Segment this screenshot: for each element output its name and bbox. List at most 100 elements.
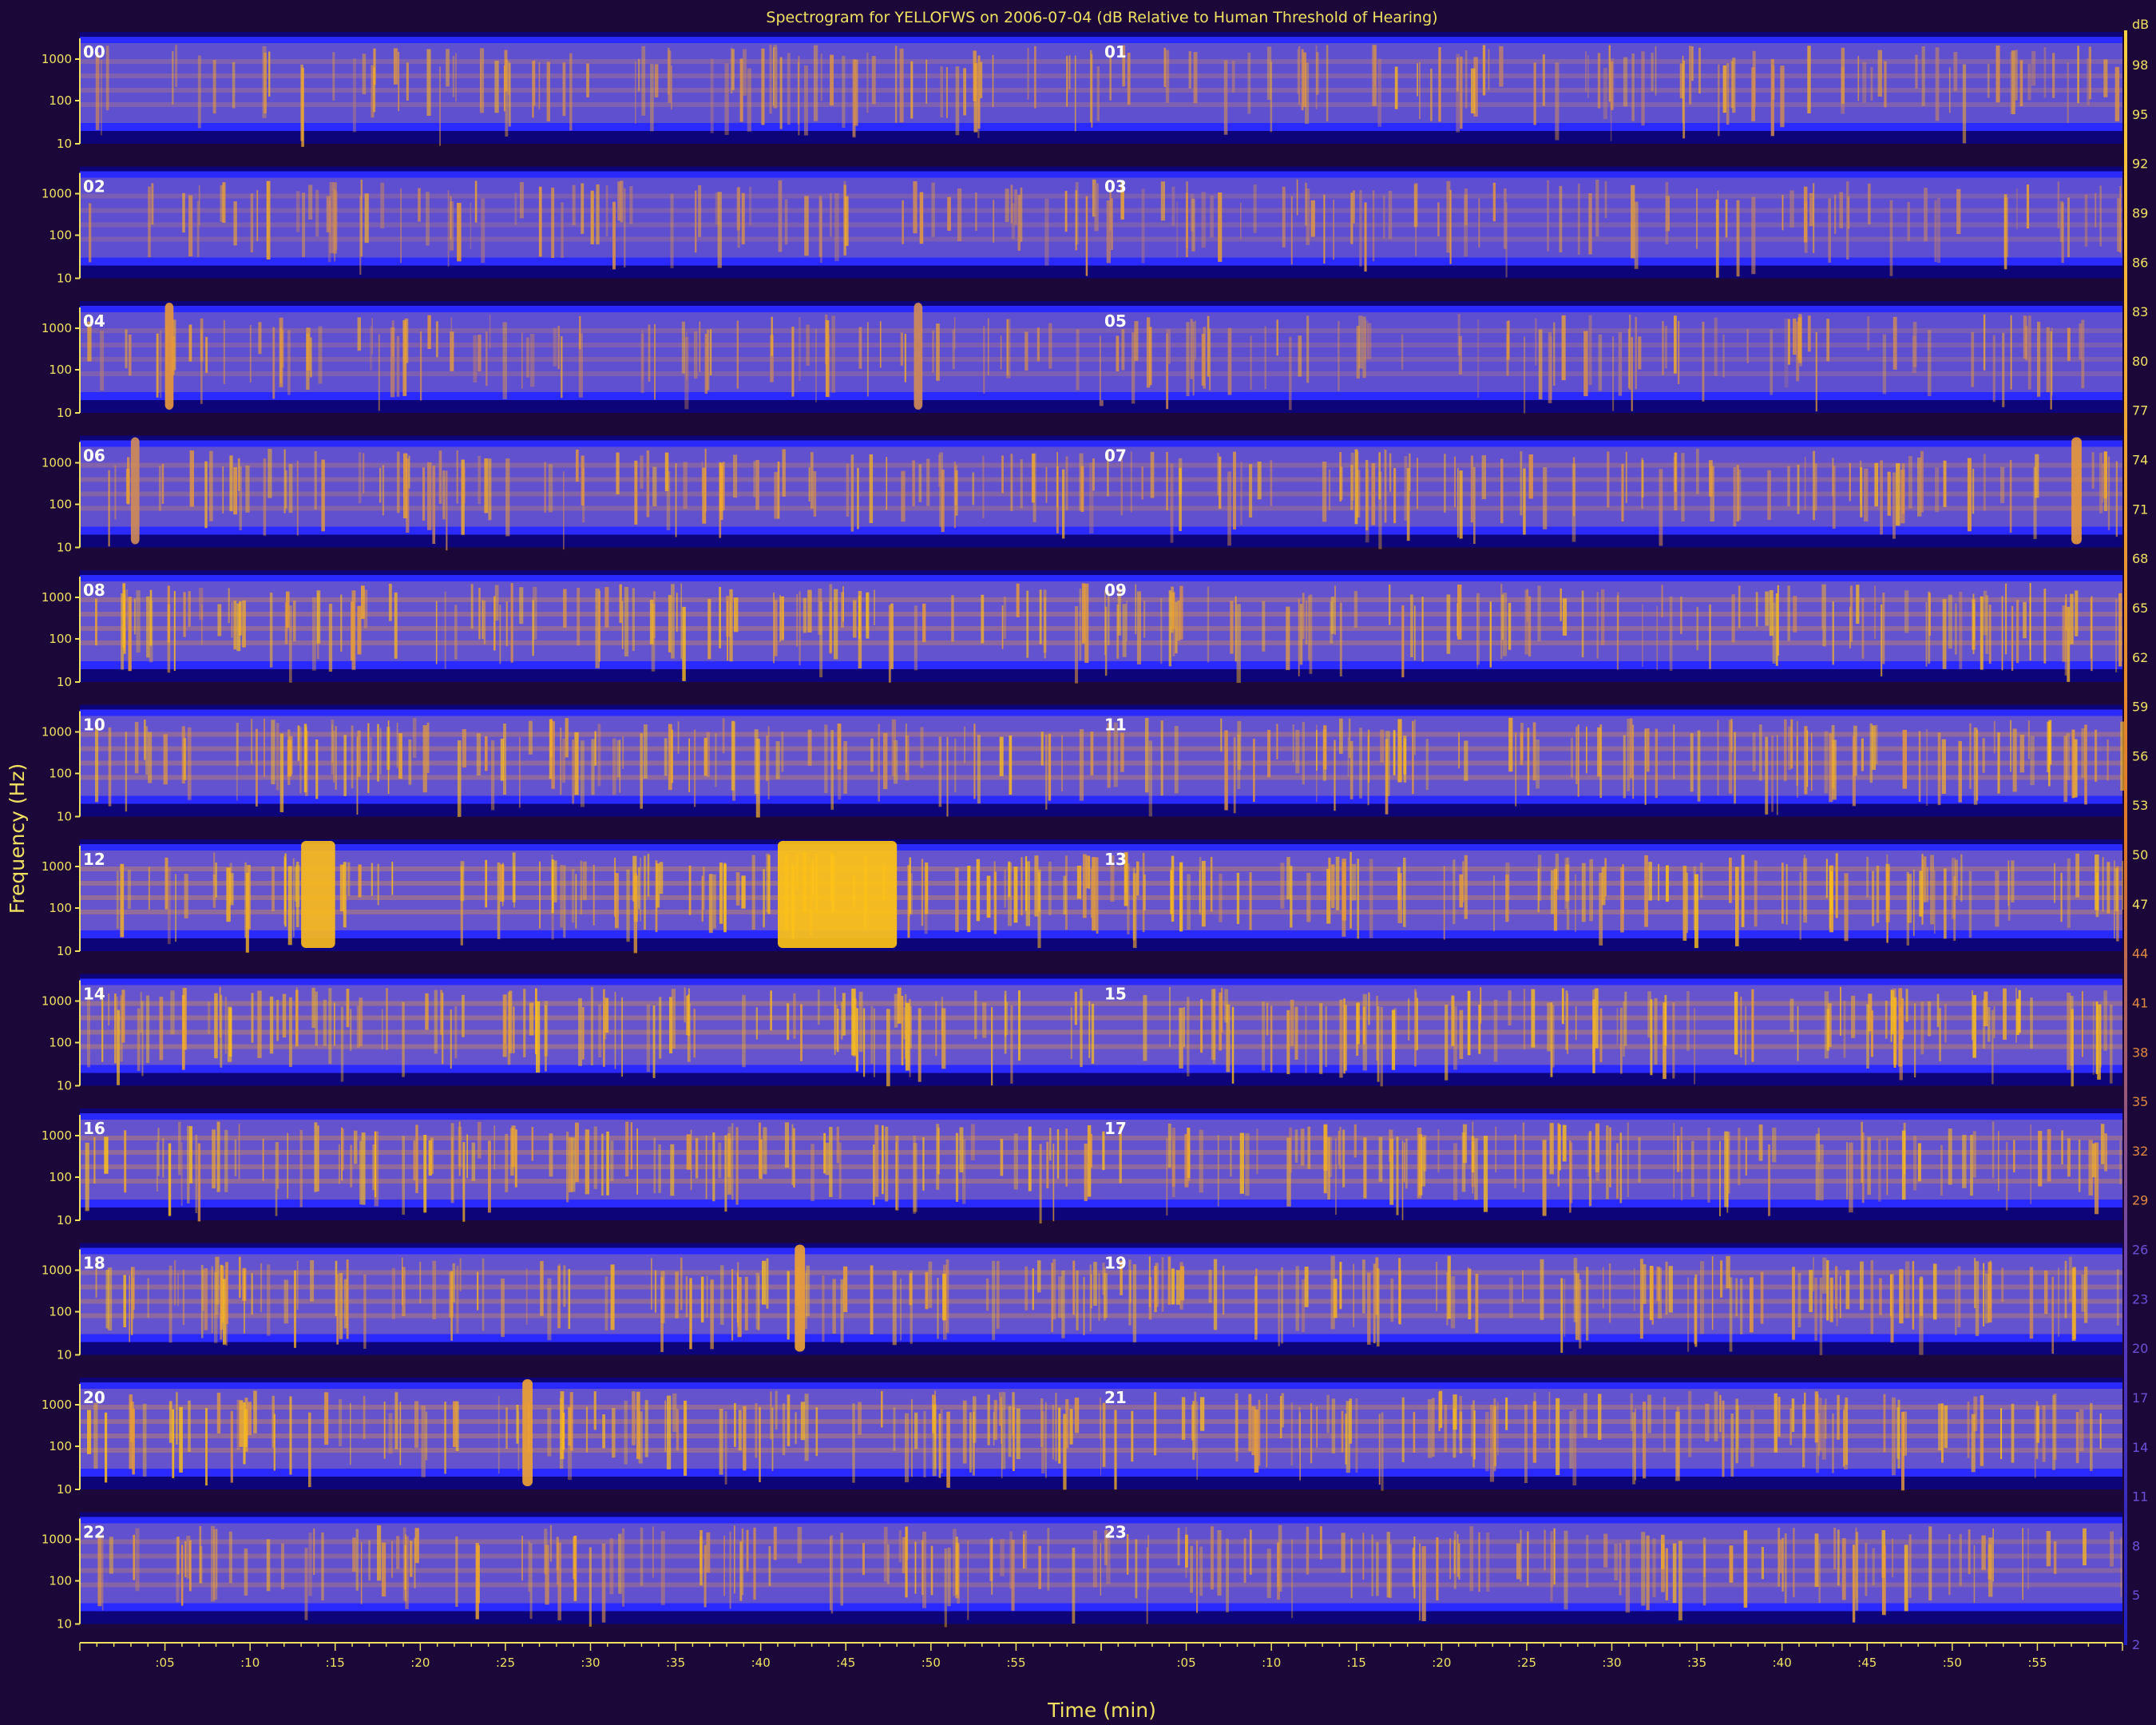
spectral-streak: [840, 1279, 844, 1343]
spectral-streak: [1942, 599, 1947, 669]
spectral-streak: [1882, 593, 1885, 664]
band-bottom-edge: [80, 1332, 1101, 1342]
spectral-streak: [1001, 455, 1004, 494]
spectral-streak: [470, 202, 472, 249]
spectral-streak: [1230, 1136, 1232, 1177]
spectral-streak: [408, 739, 412, 785]
spectral-streak: [852, 1403, 855, 1483]
spectral-streak: [236, 603, 241, 652]
spectral-streak: [124, 1130, 127, 1193]
spectral-streak: [501, 1279, 505, 1338]
spectral-streak: [482, 600, 484, 640]
spectral-streak: [1049, 1128, 1052, 1161]
spectral-streak: [324, 1392, 329, 1445]
spectral-streak: [2043, 47, 2047, 98]
spectral-streak: [1316, 1406, 1318, 1448]
harmonic-band: [80, 895, 1101, 900]
spectral-streak: [1623, 57, 1628, 107]
spectral-streak: [985, 1278, 989, 1311]
spectral-streak: [703, 737, 707, 776]
spectral-streak: [1917, 457, 1922, 517]
spectral-streak: [2079, 323, 2082, 360]
spectral-streak: [1039, 1144, 1042, 1223]
spectral-streak: [295, 191, 300, 232]
spectral-streak: [364, 193, 369, 244]
spectral-streak: [891, 719, 896, 776]
spectral-streak: [346, 989, 350, 1028]
spectral-streak: [1702, 321, 1705, 402]
spectral-streak: [1865, 1543, 1868, 1596]
spectral-streak: [1758, 1124, 1763, 1161]
spectral-streak: [604, 1276, 608, 1330]
spectral-streak: [1126, 1534, 1129, 1575]
spectral-streak: [1627, 1122, 1629, 1197]
spectral-streak: [1968, 871, 1972, 938]
spectral-streak: [1752, 732, 1756, 771]
spectral-streak: [1799, 872, 1801, 940]
spectral-streak: [1201, 192, 1206, 248]
spectral-streak: [1456, 54, 1460, 133]
spectral-streak: [913, 181, 917, 234]
spectral-streak: [1726, 63, 1730, 125]
spectral-streak: [1267, 730, 1271, 778]
spectral-streak: [1738, 1128, 1741, 1186]
spectral-streak: [1065, 456, 1068, 511]
spectral-streak: [2054, 862, 2055, 903]
spectral-streak: [2090, 598, 2093, 659]
spectral-streak: [1025, 861, 1030, 926]
spectral-streak: [568, 1407, 572, 1446]
spectral-streak: [332, 52, 335, 101]
spectral-streak: [1227, 327, 1232, 395]
spectral-streak: [2114, 66, 2120, 121]
spectral-streak: [893, 1407, 896, 1451]
spectral-streak: [1444, 454, 1446, 513]
spectral-streak: [462, 994, 465, 1037]
spectral-streak: [700, 1530, 703, 1586]
spectral-streak: [1537, 855, 1542, 902]
spectral-streak: [652, 1005, 656, 1078]
spectral-streak: [1719, 1140, 1721, 1216]
spectral-streak: [1656, 1266, 1661, 1301]
spectral-streak: [1960, 854, 1963, 902]
spectral-streak: [1056, 452, 1058, 508]
spectral-streak: [892, 1271, 897, 1346]
spectral-streak: [1290, 196, 1293, 265]
spectral-streak: [1120, 732, 1124, 772]
spectral-streak: [1861, 1132, 1865, 1204]
spectral-streak: [886, 1009, 890, 1087]
spectral-streak: [477, 1271, 479, 1311]
spectral-streak: [1547, 180, 1549, 252]
spectral-streak: [937, 1278, 939, 1339]
spectral-streak: [1814, 463, 1817, 511]
spectral-streak: [582, 1007, 585, 1060]
spectral-streak: [402, 1267, 406, 1316]
spectral-streak: [1249, 1529, 1252, 1575]
spectral-streak: [149, 589, 153, 646]
spectral-streak: [216, 1121, 220, 1192]
spectral-streak: [105, 1270, 109, 1329]
spectral-streak: [1504, 188, 1507, 249]
spectral-streak: [1294, 1006, 1298, 1060]
spectral-streak: [633, 873, 637, 954]
spectral-streak: [897, 987, 902, 1024]
spectral-streak: [1722, 334, 1725, 378]
spectral-streak: [898, 1530, 902, 1563]
spectral-streak: [1356, 326, 1360, 379]
spectral-streak: [1051, 1263, 1053, 1332]
hour-label: 13: [1104, 850, 1127, 869]
spectral-streak: [2106, 862, 2110, 914]
spectral-streak: [1306, 872, 1311, 922]
spectral-streak: [1385, 731, 1390, 796]
spectral-streak: [224, 997, 227, 1054]
spectral-streak: [491, 740, 495, 811]
spectral-streak: [1084, 583, 1089, 664]
spectral-streak: [1000, 335, 1002, 370]
spectral-streak: [703, 866, 705, 910]
spectral-streak: [212, 60, 216, 114]
spectral-streak: [807, 589, 812, 632]
spectral-streak: [1926, 867, 1928, 902]
x-axis-label: Time (min): [1047, 1699, 1156, 1722]
spectral-streak: [1876, 866, 1880, 923]
colorbar-tick-label: 83: [2132, 304, 2148, 319]
spectral-streak: [624, 586, 629, 656]
